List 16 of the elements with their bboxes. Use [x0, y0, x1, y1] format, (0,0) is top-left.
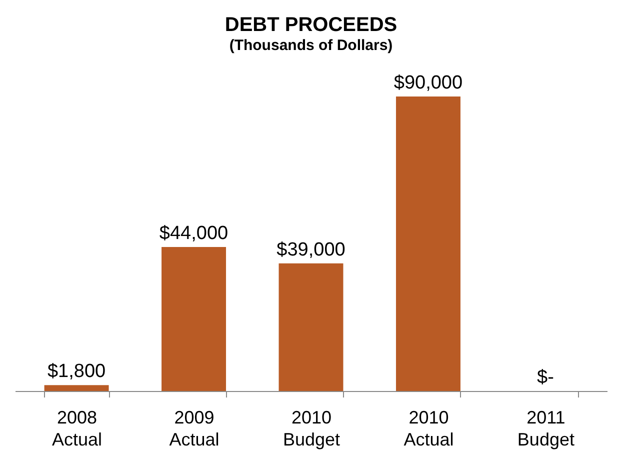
data-label: $1,800 — [47, 361, 106, 382]
x-tick-label: 2009 Actual — [169, 408, 220, 450]
bar — [278, 263, 344, 391]
x-tick-label: 2010 Actual — [404, 408, 454, 450]
bar — [44, 385, 109, 391]
data-label: $39,000 — [276, 239, 346, 260]
x-tick-label: 2008 Actual — [52, 408, 102, 450]
data-label: $- — [537, 367, 554, 388]
chart-subtitle: (Thousands of Dollars) — [229, 37, 393, 54]
chart-title: DEBT PROCEEDS — [224, 14, 398, 36]
bar — [162, 247, 226, 391]
data-label: $90,000 — [394, 72, 463, 94]
x-tick-label: 2011 Budget — [517, 408, 574, 450]
data-label: $44,000 — [159, 223, 228, 244]
x-tick-label: 2010 Budget — [282, 408, 340, 450]
bar — [396, 96, 460, 391]
